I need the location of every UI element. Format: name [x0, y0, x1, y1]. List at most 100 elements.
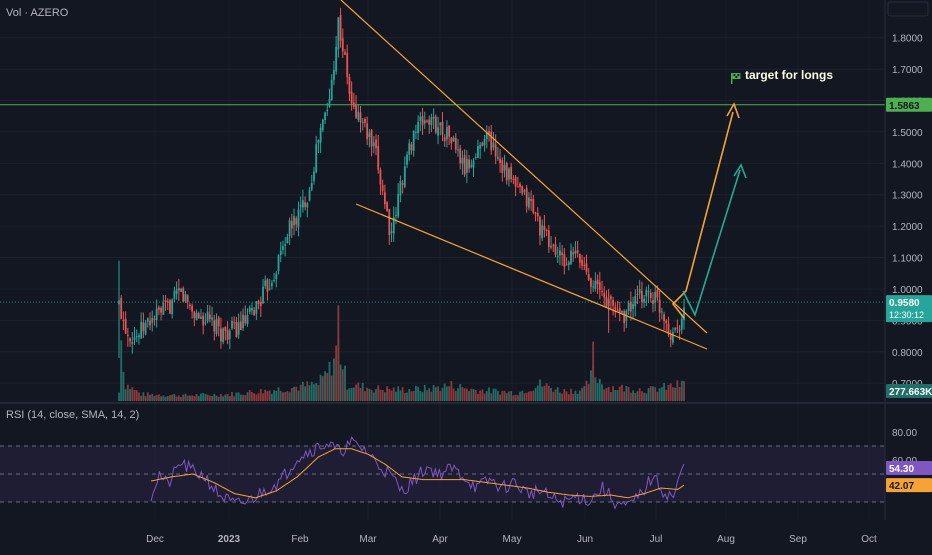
candle-body [590, 278, 592, 287]
price-tick-label: 1.2000 [892, 222, 923, 233]
candles [118, 7, 685, 359]
candle-body [616, 309, 619, 311]
volume-bar [634, 392, 637, 401]
candle-body [479, 144, 482, 149]
volume-bar [421, 392, 424, 401]
volume-bar [494, 388, 497, 401]
volume-bar [603, 389, 606, 401]
candle-body [231, 320, 233, 329]
volume-bar [632, 390, 634, 401]
candle-body [153, 318, 156, 320]
candle-body [160, 307, 162, 313]
candle-body [587, 274, 590, 280]
volume-bar [275, 390, 278, 401]
candle-body [304, 202, 307, 207]
candle-body [472, 160, 475, 168]
volume-bar [228, 396, 231, 401]
candle-body [550, 245, 552, 248]
current-volume-tag: 277.663K [889, 387, 932, 398]
volume-bar [142, 392, 145, 401]
candle-body [521, 186, 524, 194]
candle-body [182, 288, 185, 302]
volume-bar [222, 396, 225, 401]
target-line [0, 104, 885, 303]
volume-bar [386, 386, 388, 401]
volume-bar [667, 385, 670, 401]
volume-bar [636, 391, 639, 401]
time-tick-label: Jul [650, 534, 663, 545]
volume-bar [233, 396, 236, 401]
volume-bar [512, 395, 515, 401]
volume-bar [643, 392, 646, 401]
candle-body [667, 323, 670, 334]
volume-bar [248, 390, 251, 401]
candle-body [366, 123, 369, 140]
volume-bar [672, 387, 674, 401]
volume-bar [428, 388, 431, 401]
candle-body [474, 157, 477, 159]
candle-body [317, 139, 320, 143]
candle-body [459, 148, 462, 164]
volume-bar [499, 394, 501, 401]
candle-body [485, 132, 488, 140]
volume-bar [539, 379, 541, 401]
candle-body [574, 250, 577, 254]
price-tick-label: 1.3000 [892, 191, 923, 202]
candle-body [173, 290, 176, 300]
candle-body [126, 334, 129, 337]
candle-body [313, 171, 315, 181]
volume-bar [339, 364, 342, 401]
volume-bar [590, 370, 592, 401]
candle-body [335, 46, 338, 72]
volume-bar [220, 394, 222, 401]
candle-body [552, 244, 555, 246]
volume-bar [587, 384, 590, 401]
volume-bar [204, 393, 207, 401]
volume-bar [479, 390, 482, 401]
volume-bar [175, 396, 178, 401]
volume-bar [286, 390, 289, 401]
volume-bar [333, 358, 335, 401]
candle-body [437, 127, 439, 136]
rsi-ma-line [150, 448, 685, 499]
volume-bar [514, 394, 517, 401]
volume-bar [483, 393, 486, 401]
time-tick-label: Aug [717, 534, 735, 545]
volume-bar [328, 361, 331, 401]
candle-body [676, 327, 679, 329]
wedge-lower-trendline [355, 203, 708, 350]
candle-body [503, 165, 506, 171]
candle-body [439, 122, 442, 126]
candle-body [193, 311, 196, 319]
volume-bar [284, 392, 287, 401]
candle-body [204, 322, 207, 324]
candle-body [213, 320, 216, 332]
candle-body [641, 291, 643, 302]
volume-bar [195, 394, 198, 401]
candle-body [180, 288, 182, 292]
volume-bar [465, 388, 468, 401]
candle-body [594, 281, 597, 289]
projection-arrows [671, 102, 747, 319]
volume-bar [583, 386, 586, 401]
volume-bar [401, 387, 404, 401]
volume-bar [676, 380, 679, 401]
volume-bar [235, 392, 238, 401]
candle-body [514, 176, 517, 187]
volume-bar [288, 392, 291, 401]
rsi-ma-value-tag-bg [886, 478, 932, 493]
volume-bar [683, 381, 685, 401]
volume-bar [191, 395, 194, 401]
top-price-tag [887, 1, 929, 17]
time-tick-label: Feb [291, 534, 309, 545]
volume-bar [621, 384, 623, 401]
candle-body [222, 328, 225, 343]
volume-bars [118, 305, 685, 401]
candle-body [200, 316, 202, 319]
candle-body [618, 308, 621, 312]
volume-bar [186, 395, 189, 401]
volume-bar [361, 382, 364, 401]
volume-bar [297, 390, 300, 401]
